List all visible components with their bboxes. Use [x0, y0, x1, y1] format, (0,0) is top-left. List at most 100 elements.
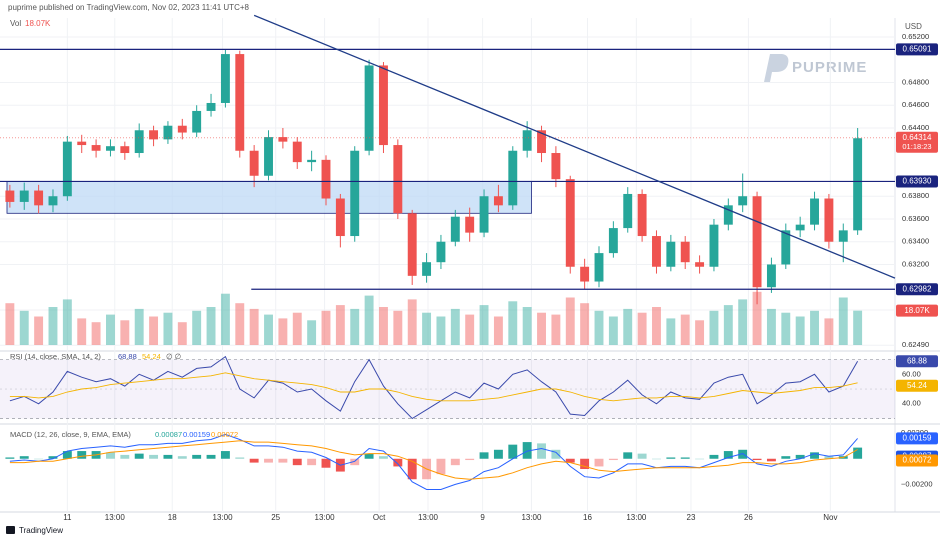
- volume-bar: [450, 308, 460, 345]
- logo: PUPRIME: [764, 54, 867, 82]
- macd-histogram-bar: [723, 451, 733, 459]
- volume-bar: [192, 310, 202, 345]
- volume-bar: [77, 318, 87, 345]
- macd-histogram-bar: [379, 456, 388, 459]
- volume-bar: [695, 320, 705, 345]
- candle-body: [62, 141, 72, 197]
- volume-bar: [666, 318, 676, 345]
- x-tick-label: 18: [168, 513, 177, 522]
- candle-body: [537, 130, 546, 154]
- macd-histogram-bar: [393, 458, 403, 467]
- macd-histogram-bar: [436, 458, 446, 475]
- y-tick-label: 0.63800: [902, 191, 929, 200]
- volume-bar: [350, 308, 360, 345]
- macd-histogram-bar: [450, 458, 460, 466]
- price-badge: [896, 432, 938, 445]
- macd-histogram-bar: [163, 454, 173, 459]
- macd-histogram-bar: [652, 458, 661, 460]
- candle-body: [292, 141, 302, 163]
- macd-histogram-bar: [781, 456, 791, 459]
- macd-histogram-bar: [134, 453, 144, 459]
- macd-histogram-bar: [321, 458, 331, 468]
- zone: [6, 181, 532, 214]
- footer-text: TradingView: [19, 526, 63, 535]
- volume-bar: [652, 307, 661, 345]
- candle-body: [163, 125, 173, 140]
- y-tick-label: 0.63200: [902, 259, 929, 268]
- footer-icon: [6, 526, 15, 534]
- y-tick-label: 0.65200: [902, 32, 929, 41]
- macd-histogram-bar: [508, 444, 518, 459]
- y-tick-label: 0.64400: [902, 123, 929, 132]
- volume-bar: [522, 307, 532, 345]
- price-badge-label: 0.62982: [903, 284, 932, 293]
- x-tick-label: Nov: [823, 513, 837, 522]
- x-tick-label: 13:00: [521, 513, 542, 522]
- x-tick-label: 13:00: [418, 513, 439, 522]
- candle-body: [795, 224, 805, 231]
- macd-histogram-bar: [62, 451, 72, 459]
- volume-bar: [723, 305, 733, 345]
- volume-bar: [422, 312, 432, 345]
- logo-text: PUPRIME: [792, 59, 867, 76]
- candle-body: [321, 159, 331, 199]
- volume-bar: [565, 297, 575, 345]
- macd-histogram-bar: [623, 452, 633, 459]
- candle-body: [565, 179, 575, 267]
- candle-body: [608, 228, 618, 254]
- volume-header-value: 18.07K: [25, 19, 51, 28]
- macd-histogram-bar: [479, 452, 489, 459]
- candle-body: [134, 130, 144, 154]
- candle-body: [493, 196, 503, 206]
- macd-histogram-bar: [34, 458, 44, 460]
- macd-histogram-bar: [206, 454, 216, 459]
- volume-bar: [335, 305, 345, 345]
- volume-bar: [608, 316, 618, 345]
- volume-bar: [824, 318, 834, 345]
- macd-histogram-bar: [106, 452, 115, 459]
- candle-body: [249, 150, 259, 176]
- volume-bar: [206, 307, 216, 345]
- candle-body: [637, 193, 647, 237]
- macd-histogram-bar: [666, 457, 676, 459]
- y-tick-label: 0.62490: [902, 340, 929, 349]
- candle-body: [364, 65, 374, 151]
- volume-bar: [149, 316, 159, 345]
- macd-histogram-bar: [249, 458, 259, 463]
- x-tick-label: 11: [63, 513, 72, 522]
- volume-bar: [752, 291, 762, 345]
- candle-body: [723, 205, 733, 225]
- candle-body: [580, 266, 590, 282]
- volume-bar: [62, 299, 72, 345]
- macd-histogram-bar: [5, 457, 15, 459]
- rsi-header-value: 54.24: [142, 352, 161, 361]
- volume-bar: [177, 322, 187, 345]
- candle-body: [120, 146, 130, 154]
- volume-bar: [106, 314, 115, 345]
- volume-bar: [766, 308, 776, 345]
- candle-body: [680, 241, 690, 263]
- current-price-label: 0.64314: [903, 133, 932, 142]
- footer: TradingView: [6, 526, 63, 535]
- volume-bar: [264, 314, 273, 345]
- volume-bar: [134, 308, 144, 345]
- price-badge: [896, 283, 938, 296]
- rsi-title: RSI (14, close, SMA, 14, 2): [10, 352, 101, 361]
- candle-body: [508, 150, 518, 206]
- macd-line: [9, 433, 858, 490]
- macd-header-value: 0.00159: [183, 430, 210, 439]
- volume-bar: [91, 322, 101, 345]
- macd-histogram-bar: [19, 456, 29, 459]
- volume-bar: [738, 299, 748, 345]
- volume-bar: [292, 312, 302, 345]
- macd-histogram-bar: [608, 458, 618, 461]
- x-tick-label: 9: [480, 513, 485, 522]
- volume-bar: [493, 316, 503, 345]
- volume-bar: [781, 312, 791, 345]
- macd-histogram-bar: [752, 458, 762, 461]
- volume-bar: [594, 310, 604, 345]
- volume-bar: [637, 312, 647, 345]
- candle-body: [766, 264, 776, 288]
- volume-bar: [48, 307, 58, 345]
